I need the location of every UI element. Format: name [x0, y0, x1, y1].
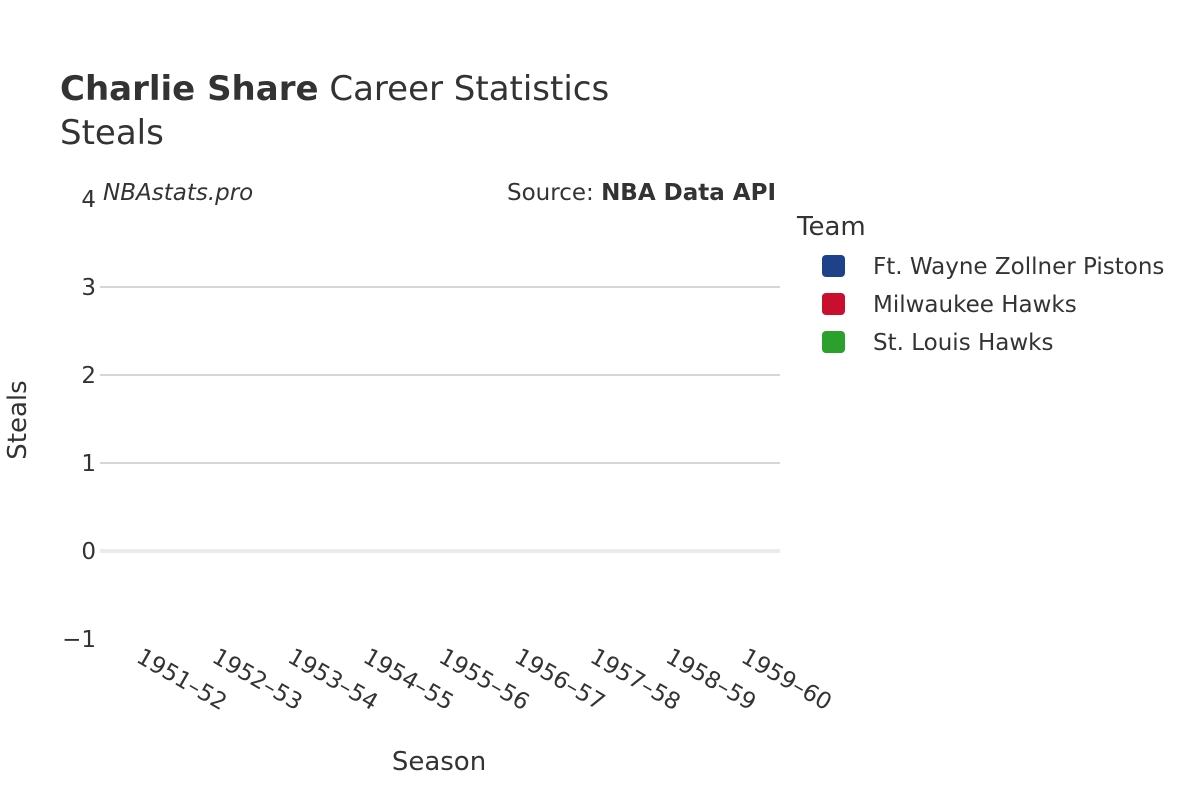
legend-item[interactable]: St. Louis Hawks	[822, 330, 1054, 356]
chart-subtitle: Steals	[60, 113, 164, 153]
legend-swatch	[822, 331, 845, 353]
x-axis-title: Season	[392, 747, 486, 777]
chart-title: Charlie Share Career Statistics	[60, 69, 609, 109]
legend-swatch	[822, 255, 845, 277]
y-axis-ticks: −1 0 1 2 3 4	[62, 187, 96, 653]
y-tick-label: −1	[62, 627, 96, 653]
watermark: NBAstats.pro	[103, 180, 253, 206]
source-prefix: Source:	[507, 180, 601, 206]
y-tick-label: 0	[81, 539, 96, 565]
legend-title: Team	[796, 212, 866, 242]
source-name: NBA Data API	[601, 180, 776, 206]
source-note: Source: NBA Data API	[507, 180, 776, 206]
y-tick-label: 1	[81, 451, 96, 477]
legend-label: St. Louis Hawks	[873, 330, 1054, 356]
legend-swatch	[822, 293, 845, 315]
legend-item[interactable]: Milwaukee Hawks	[822, 292, 1077, 318]
y-tick-label: 3	[81, 275, 96, 301]
legend-label: Milwaukee Hawks	[873, 292, 1077, 318]
y-tick-label: 2	[81, 363, 96, 389]
chart-title-rest: Career Statistics	[319, 69, 610, 109]
gridlines	[100, 286, 780, 553]
chart-title-bold: Charlie Share	[60, 69, 319, 109]
x-axis-ticks: 1951–521952–531953–541954–551955–561956–…	[132, 644, 836, 716]
legend-label: Ft. Wayne Zollner Pistons	[873, 254, 1164, 280]
legend: Team Ft. Wayne Zollner Pistons Milwaukee …	[796, 212, 1164, 356]
legend-item[interactable]: Ft. Wayne Zollner Pistons	[822, 254, 1164, 280]
y-axis-title: Steals	[3, 380, 33, 459]
y-tick-label: 4	[81, 187, 96, 213]
